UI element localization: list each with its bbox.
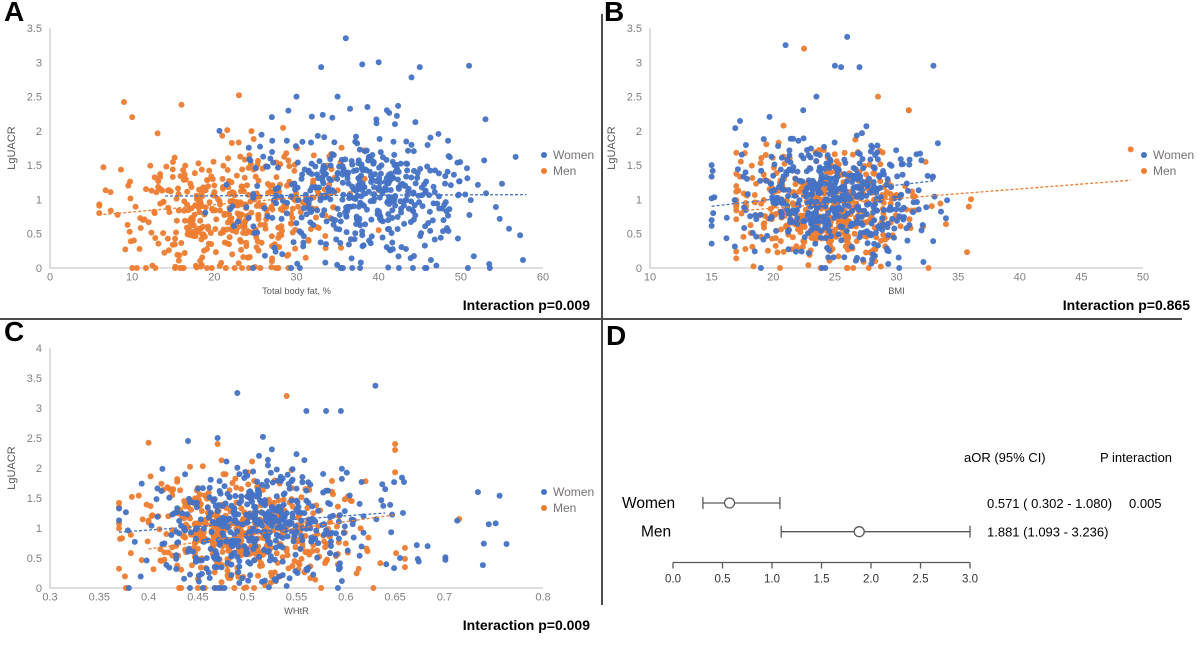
- svg-text:0: 0: [47, 272, 53, 284]
- svg-text:BMI: BMI: [888, 286, 905, 296]
- svg-text:40: 40: [1014, 272, 1026, 284]
- svg-text:1.5: 1.5: [27, 160, 42, 172]
- svg-text:0.571 ( 0.302 - 1.080): 0.571 ( 0.302 - 1.080): [987, 496, 1112, 511]
- svg-text:10: 10: [126, 272, 138, 284]
- svg-text:2.5: 2.5: [913, 574, 929, 586]
- svg-text:0.5: 0.5: [27, 229, 42, 241]
- svg-text:3: 3: [636, 57, 642, 69]
- svg-text:50: 50: [455, 272, 467, 284]
- svg-text:Men: Men: [641, 524, 671, 541]
- svg-text:Women: Women: [1153, 148, 1194, 162]
- svg-text:60: 60: [537, 272, 549, 284]
- svg-text:Women: Women: [622, 495, 675, 512]
- svg-text:10: 10: [644, 272, 656, 284]
- svg-text:30: 30: [290, 272, 302, 284]
- svg-text:aOR (95% CI): aOR (95% CI): [964, 450, 1046, 465]
- svg-text:0.5: 0.5: [240, 592, 255, 604]
- svg-text:3: 3: [36, 57, 42, 69]
- svg-text:0.6: 0.6: [338, 592, 353, 604]
- svg-text:D: D: [606, 320, 626, 351]
- svg-text:2.5: 2.5: [27, 433, 42, 445]
- svg-text:Interaction p=0.009: Interaction p=0.009: [463, 297, 590, 313]
- svg-text:1.881 (1.093 - 3.236): 1.881 (1.093 - 3.236): [987, 525, 1108, 540]
- svg-text:Interaction p=0.865: Interaction p=0.865: [1063, 297, 1190, 313]
- svg-text:50: 50: [1137, 272, 1149, 284]
- svg-text:1.5: 1.5: [627, 160, 642, 172]
- svg-text:A: A: [4, 0, 24, 27]
- svg-text:0.55: 0.55: [286, 592, 307, 604]
- svg-text:LgUACR: LgUACR: [6, 446, 18, 489]
- svg-text:1.5: 1.5: [27, 493, 42, 505]
- svg-text:Interaction p=0.009: Interaction p=0.009: [463, 617, 590, 633]
- svg-text:2: 2: [36, 126, 42, 138]
- svg-text:0.45: 0.45: [187, 592, 208, 604]
- svg-text:2.0: 2.0: [863, 574, 879, 586]
- svg-text:Total body fat, %: Total body fat, %: [262, 286, 331, 296]
- svg-text:LgUACR: LgUACR: [606, 126, 618, 169]
- svg-text:0.35: 0.35: [89, 592, 110, 604]
- svg-text:P interaction: P interaction: [1100, 450, 1172, 465]
- svg-text:0.4: 0.4: [141, 592, 156, 604]
- svg-text:WHtR: WHtR: [284, 606, 309, 616]
- svg-text:Women: Women: [553, 485, 594, 499]
- svg-text:2.5: 2.5: [27, 92, 42, 104]
- svg-text:0.5: 0.5: [715, 574, 731, 586]
- svg-text:0.8: 0.8: [535, 592, 550, 604]
- svg-text:1: 1: [36, 523, 42, 535]
- svg-text:35: 35: [952, 272, 964, 284]
- svg-text:3: 3: [36, 403, 42, 415]
- svg-text:LgUACR: LgUACR: [6, 126, 18, 169]
- svg-text:Men: Men: [553, 164, 576, 178]
- svg-text:0: 0: [36, 583, 42, 595]
- svg-text:20: 20: [208, 272, 220, 284]
- svg-text:3.0: 3.0: [962, 574, 978, 586]
- svg-text:0.5: 0.5: [627, 229, 642, 241]
- svg-text:4: 4: [36, 343, 42, 355]
- svg-text:40: 40: [373, 272, 385, 284]
- svg-text:15: 15: [706, 272, 718, 284]
- svg-text:3.5: 3.5: [27, 23, 42, 35]
- svg-text:3.5: 3.5: [27, 373, 42, 385]
- svg-text:0.65: 0.65: [384, 592, 405, 604]
- svg-text:Men: Men: [1153, 164, 1176, 178]
- svg-text:20: 20: [767, 272, 779, 284]
- svg-text:0: 0: [636, 263, 642, 275]
- svg-text:1.0: 1.0: [764, 574, 780, 586]
- svg-text:C: C: [4, 320, 24, 347]
- svg-text:3.5: 3.5: [627, 23, 642, 35]
- svg-text:0.0: 0.0: [665, 574, 681, 586]
- svg-text:0.005: 0.005: [1129, 496, 1162, 511]
- svg-text:Women: Women: [553, 148, 594, 162]
- svg-text:45: 45: [1075, 272, 1087, 284]
- svg-text:0.3: 0.3: [42, 592, 57, 604]
- svg-text:0.7: 0.7: [437, 592, 452, 604]
- svg-text:2: 2: [636, 126, 642, 138]
- svg-text:1: 1: [36, 194, 42, 206]
- svg-text:1.5: 1.5: [814, 574, 830, 586]
- svg-text:Men: Men: [553, 501, 576, 515]
- svg-text:B: B: [604, 0, 624, 27]
- svg-text:2: 2: [36, 463, 42, 475]
- svg-text:0.5: 0.5: [27, 553, 42, 565]
- svg-text:30: 30: [890, 272, 902, 284]
- svg-text:2.5: 2.5: [627, 92, 642, 104]
- svg-text:1: 1: [636, 194, 642, 206]
- svg-text:25: 25: [829, 272, 841, 284]
- svg-text:0: 0: [36, 263, 42, 275]
